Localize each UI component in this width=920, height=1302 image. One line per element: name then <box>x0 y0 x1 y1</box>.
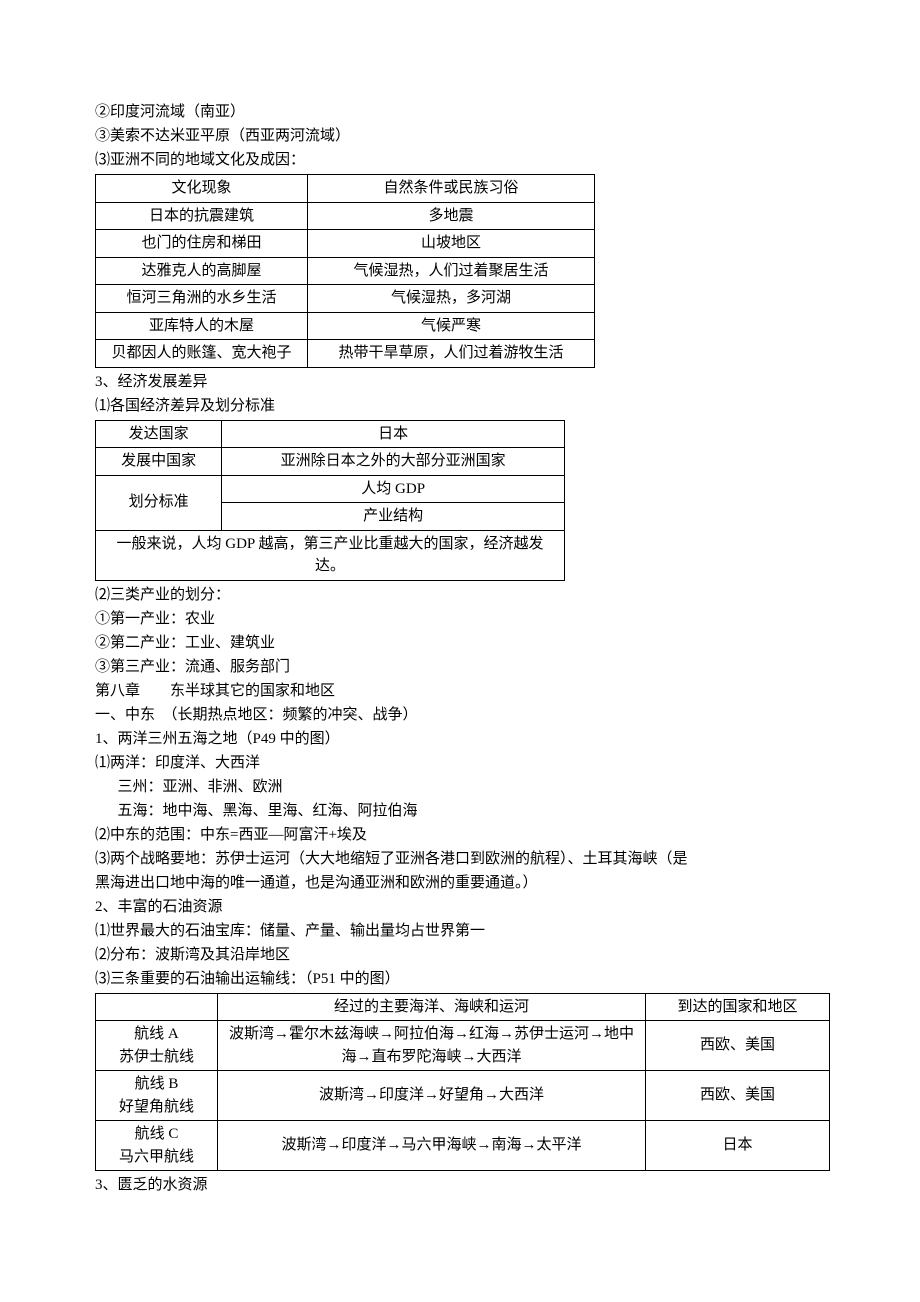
cell: 亚洲除日本之外的大部分亚洲国家 <box>222 448 565 476</box>
cell: 贝都因人的账篷、宽大袍子 <box>96 340 308 368</box>
cell: 西欧、美国 <box>646 1071 830 1121</box>
table-row: 文化现象 自然条件或民族习俗 <box>96 175 595 203</box>
cell: 一般来说，人均 GDP 越高，第三产业比重越大的国家，经济越发达。 <box>96 530 565 580</box>
table-row: 亚库特人的木屋 气候严寒 <box>96 312 595 340</box>
table-row: 经过的主要海洋、海峡和运河 到达的国家和地区 <box>96 993 830 1021</box>
cell: 航线 C 马六甲航线 <box>96 1121 218 1171</box>
text-line: 3、经济发展差异 <box>95 370 830 394</box>
cell: 恒河三角洲的水乡生活 <box>96 285 308 313</box>
cell: 亚库特人的木屋 <box>96 312 308 340</box>
table-row: 划分标准 人均 GDP <box>96 475 565 503</box>
document-page: ②印度河流域（南亚） ③美索不达米亚平原（西亚两河流域） ⑶亚洲不同的地域文化及… <box>0 0 920 1257</box>
text-line: ⑶亚洲不同的地域文化及成因： <box>95 148 830 172</box>
cell: 经过的主要海洋、海峡和运河 <box>217 993 645 1021</box>
text: 苏伊士航线 <box>119 1049 194 1065</box>
cell: 日本 <box>646 1121 830 1171</box>
cell: 产业结构 <box>222 503 565 531</box>
cell: 气候湿热，人们过着聚居生活 <box>307 257 594 285</box>
text-line: ①第一产业：农业 <box>95 607 830 631</box>
table-row: 恒河三角洲的水乡生活 气候湿热，多河湖 <box>96 285 595 313</box>
text-line: ⑵中东的范围：中东=西亚—阿富汗+埃及 <box>95 823 830 847</box>
table-row: 日本的抗震建筑 多地震 <box>96 202 595 230</box>
text-line: ⑴世界最大的石油宝库：储量、产量、输出量均占世界第一 <box>95 919 830 943</box>
table-row: 一般来说，人均 GDP 越高，第三产业比重越大的国家，经济越发达。 <box>96 530 565 580</box>
cell: 波斯湾→霍尔木兹海峡→阿拉伯海→红海→苏伊士运河→地中海→直布罗陀海峡→大西洋 <box>217 1021 645 1071</box>
cell: 多地震 <box>307 202 594 230</box>
text: 马六甲航线 <box>119 1149 194 1165</box>
cell: 气候湿热，多河湖 <box>307 285 594 313</box>
text-line: ②印度河流域（南亚） <box>95 100 830 124</box>
table-row: 航线 B 好望角航线 波斯湾→印度洋→好望角→大西洋 西欧、美国 <box>96 1071 830 1121</box>
text: 航线 C <box>135 1126 179 1142</box>
cell: 西欧、美国 <box>646 1021 830 1071</box>
routes-table: 经过的主要海洋、海峡和运河 到达的国家和地区 航线 A 苏伊士航线 波斯湾→霍尔… <box>95 993 830 1172</box>
cell: 到达的国家和地区 <box>646 993 830 1021</box>
economy-table: 发达国家 日本 发展中国家 亚洲除日本之外的大部分亚洲国家 划分标准 人均 GD… <box>95 420 565 581</box>
table-row: 达雅克人的高脚屋 气候湿热，人们过着聚居生活 <box>96 257 595 285</box>
text-line: ③美索不达米亚平原（西亚两河流域） <box>95 124 830 148</box>
cell: 达雅克人的高脚屋 <box>96 257 308 285</box>
cell: 航线 A 苏伊士航线 <box>96 1021 218 1071</box>
text-line: 3、匮乏的水资源 <box>95 1173 830 1197</box>
cell: 山坡地区 <box>307 230 594 258</box>
cell <box>96 993 218 1021</box>
table-row: 贝都因人的账篷、宽大袍子 热带干旱草原，人们过着游牧生活 <box>96 340 595 368</box>
table-row: 航线 A 苏伊士航线 波斯湾→霍尔木兹海峡→阿拉伯海→红海→苏伊士运河→地中海→… <box>96 1021 830 1071</box>
cell: 划分标准 <box>96 475 222 530</box>
cell: 发达国家 <box>96 420 222 448</box>
text-line: 2、丰富的石油资源 <box>95 895 830 919</box>
table-row: 也门的住房和梯田 山坡地区 <box>96 230 595 258</box>
cell: 航线 B 好望角航线 <box>96 1071 218 1121</box>
text-line: 五海：地中海、黑海、里海、红海、阿拉伯海 <box>95 799 830 823</box>
text-line: ⑶三条重要的石油输出运输线：（P51 中的图） <box>95 967 830 991</box>
text-line: ⑴两洋：印度洋、大西洋 <box>95 751 830 775</box>
cell: 日本的抗震建筑 <box>96 202 308 230</box>
cell: 也门的住房和梯田 <box>96 230 308 258</box>
cell: 日本 <box>222 420 565 448</box>
cell: 气候严寒 <box>307 312 594 340</box>
table-row: 发达国家 日本 <box>96 420 565 448</box>
section-title: 一、中东 （长期热点地区：频繁的冲突、战争） <box>95 703 830 727</box>
text-line: ②第二产业：工业、建筑业 <box>95 631 830 655</box>
text-line: ⑵分布：波斯湾及其沿岸地区 <box>95 943 830 967</box>
text-line: 三州：亚洲、非洲、欧洲 <box>95 775 830 799</box>
text-line: 1、两洋三州五海之地（P49 中的图） <box>95 727 830 751</box>
cell: 自然条件或民族习俗 <box>307 175 594 203</box>
text-line: ⑴各国经济差异及划分标准 <box>95 394 830 418</box>
text-line: ⑶两个战略要地：苏伊士运河（大大地缩短了亚洲各港口到欧洲的航程）、土耳其海峡（是 <box>95 847 830 871</box>
text: 航线 B <box>135 1076 179 1092</box>
text-line: 黑海进出口地中海的唯一通道，也是沟通亚洲和欧洲的重要通道。） <box>95 871 830 895</box>
table-row: 航线 C 马六甲航线 波斯湾→印度洋→马六甲海峡→南海→太平洋 日本 <box>96 1121 830 1171</box>
text: 好望角航线 <box>119 1099 194 1115</box>
chapter-title: 第八章 东半球其它的国家和地区 <box>95 679 830 703</box>
text: 航线 A <box>134 1026 179 1042</box>
cell: 人均 GDP <box>222 475 565 503</box>
cell: 热带干旱草原，人们过着游牧生活 <box>307 340 594 368</box>
cell: 波斯湾→印度洋→好望角→大西洋 <box>217 1071 645 1121</box>
cell: 波斯湾→印度洋→马六甲海峡→南海→太平洋 <box>217 1121 645 1171</box>
culture-table: 文化现象 自然条件或民族习俗 日本的抗震建筑 多地震 也门的住房和梯田 山坡地区… <box>95 174 595 368</box>
cell: 发展中国家 <box>96 448 222 476</box>
text-line: ③第三产业：流通、服务部门 <box>95 655 830 679</box>
text-line: ⑵三类产业的划分： <box>95 583 830 607</box>
cell: 文化现象 <box>96 175 308 203</box>
table-row: 发展中国家 亚洲除日本之外的大部分亚洲国家 <box>96 448 565 476</box>
